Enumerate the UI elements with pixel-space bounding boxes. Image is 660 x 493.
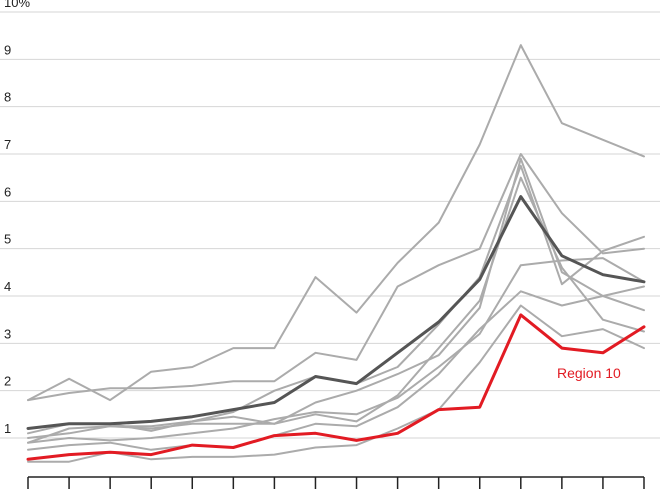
series-line-3	[27, 164, 645, 444]
series-line-8	[27, 304, 645, 463]
series-line-average	[26, 195, 646, 430]
x-axis	[27, 476, 645, 489]
y-tick-label-3: 3	[4, 326, 11, 341]
series-lines	[26, 44, 646, 463]
y-tick-label-5: 5	[4, 232, 11, 247]
y-tick-label-8: 8	[4, 90, 11, 105]
y-tick-label-2: 2	[4, 374, 11, 389]
y-tick-label-1: 1	[4, 421, 11, 436]
y-axis-tick-labels: 10% 9 8 7 6 5 4 3 2 1	[4, 0, 30, 436]
region-10-label: Region 10	[557, 365, 621, 381]
series-line-5	[27, 157, 645, 435]
series-line-2	[27, 153, 645, 402]
y-tick-label-7: 7	[4, 137, 11, 152]
series-line-7	[27, 285, 645, 451]
series-line-1	[27, 44, 645, 402]
y-tick-label-6: 6	[4, 184, 11, 199]
gridlines	[0, 11, 660, 439]
y-tick-label-9: 9	[4, 42, 11, 57]
series-line-region-10	[26, 313, 646, 461]
series-line-6	[27, 257, 645, 444]
y-tick-label-4: 4	[4, 279, 11, 294]
series-line-4	[27, 176, 645, 439]
y-tick-label-10: 10%	[4, 0, 30, 10]
